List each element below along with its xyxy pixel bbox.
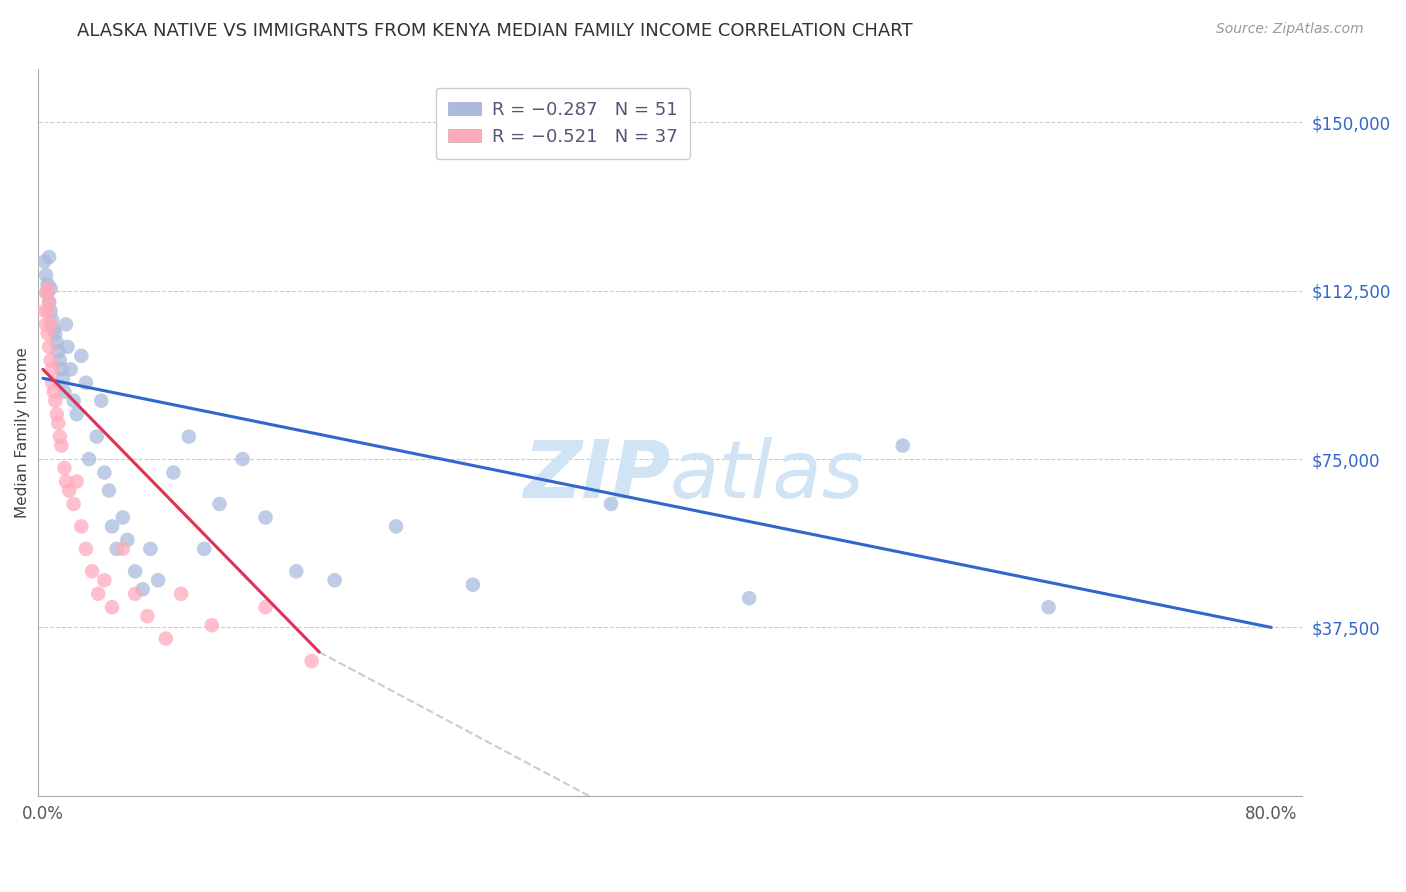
Point <box>75 376 97 390</box>
Point <box>323 574 346 588</box>
Point <box>46 416 69 430</box>
Point <box>77 452 100 467</box>
Point <box>193 541 215 556</box>
Point <box>39 304 62 318</box>
Point <box>55 475 77 489</box>
Point <box>97 483 120 498</box>
Point <box>87 587 110 601</box>
Y-axis label: Median Family Income: Median Family Income <box>15 347 30 517</box>
Point <box>177 429 200 443</box>
Point <box>101 600 124 615</box>
Point <box>38 295 60 310</box>
Point <box>101 519 124 533</box>
Point <box>41 313 63 327</box>
Legend: R = −0.287   N = 51, R = −0.521   N = 37: R = −0.287 N = 51, R = −0.521 N = 37 <box>436 88 690 159</box>
Point <box>90 393 112 408</box>
Point <box>37 304 59 318</box>
Point <box>231 452 253 467</box>
Point <box>34 254 56 268</box>
Point <box>600 497 623 511</box>
Text: atlas: atlas <box>671 437 865 515</box>
Point <box>34 304 56 318</box>
Point <box>39 281 62 295</box>
Point <box>41 376 63 390</box>
Point <box>51 439 73 453</box>
Point <box>80 564 103 578</box>
Point <box>146 574 169 588</box>
Point <box>93 574 115 588</box>
Point <box>35 268 58 282</box>
Point <box>132 582 155 597</box>
Point <box>35 318 58 332</box>
Point <box>139 541 162 556</box>
Point <box>56 340 79 354</box>
Point <box>41 362 63 376</box>
Point <box>254 510 277 524</box>
Point <box>124 587 146 601</box>
Point <box>49 353 72 368</box>
Point <box>117 533 139 547</box>
Point <box>44 393 66 408</box>
Point <box>39 353 62 368</box>
Point <box>1038 600 1060 615</box>
Text: ZIP: ZIP <box>523 437 671 515</box>
Point <box>37 277 59 291</box>
Point <box>42 322 65 336</box>
Point <box>55 318 77 332</box>
Point <box>37 285 59 300</box>
Text: Source: ZipAtlas.com: Source: ZipAtlas.com <box>1216 22 1364 37</box>
Point <box>37 326 59 341</box>
Text: ALASKA NATIVE VS IMMIGRANTS FROM KENYA MEDIAN FAMILY INCOME CORRELATION CHART: ALASKA NATIVE VS IMMIGRANTS FROM KENYA M… <box>77 22 912 40</box>
Point <box>136 609 159 624</box>
Point <box>49 429 72 443</box>
Point <box>38 340 60 354</box>
Point <box>124 564 146 578</box>
Point <box>301 654 323 668</box>
Point <box>285 564 308 578</box>
Point <box>46 344 69 359</box>
Point <box>738 591 761 606</box>
Point <box>53 461 76 475</box>
Point <box>62 393 84 408</box>
Point <box>38 250 60 264</box>
Point <box>75 541 97 556</box>
Point <box>105 541 128 556</box>
Point <box>38 295 60 310</box>
Point <box>70 349 93 363</box>
Point <box>385 519 408 533</box>
Point <box>58 483 80 498</box>
Point <box>70 519 93 533</box>
Point <box>35 285 58 300</box>
Point <box>254 600 277 615</box>
Point <box>93 466 115 480</box>
Point <box>155 632 177 646</box>
Point <box>461 578 484 592</box>
Point <box>45 335 67 350</box>
Point <box>51 362 73 376</box>
Point <box>162 466 184 480</box>
Point <box>45 407 67 421</box>
Point <box>44 326 66 341</box>
Point <box>66 475 89 489</box>
Point <box>111 510 134 524</box>
Point <box>208 497 231 511</box>
Point <box>170 587 193 601</box>
Point <box>53 384 76 399</box>
Point <box>59 362 82 376</box>
Point <box>62 497 84 511</box>
Point <box>891 439 914 453</box>
Point <box>39 318 62 332</box>
Point <box>86 429 108 443</box>
Point <box>52 371 75 385</box>
Point <box>66 407 89 421</box>
Point <box>201 618 224 632</box>
Point <box>111 541 134 556</box>
Point <box>42 384 65 399</box>
Point <box>37 281 59 295</box>
